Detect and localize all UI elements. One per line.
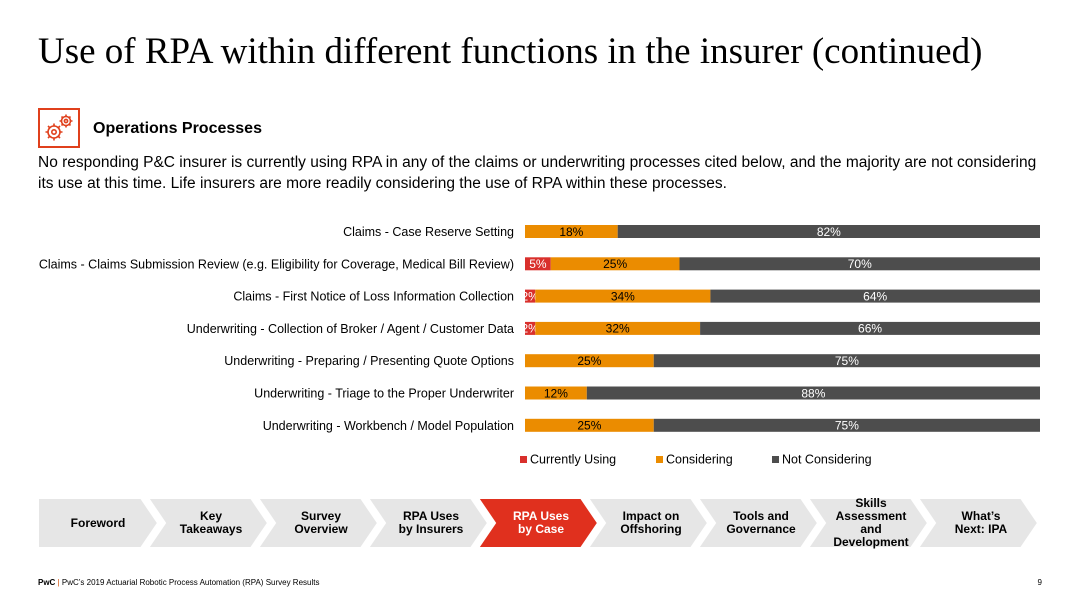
- category-label: Underwriting - Collection of Broker / Ag…: [187, 322, 514, 336]
- data-label: 12%: [544, 386, 568, 400]
- nav-step-label: What’s Next: IPA: [954, 509, 1008, 536]
- nav-step-label: Skills Assessment and Development: [833, 496, 909, 549]
- nav-step-skills-assessment-and-development[interactable]: Skills Assessment and Development: [808, 496, 928, 549]
- nav-step-label: Tools and Governance: [726, 509, 796, 536]
- bar-segment: [550, 257, 680, 271]
- category-label: Underwriting - Triage to the Proper Unde…: [254, 387, 514, 401]
- page-number: 9: [1037, 578, 1042, 587]
- category-label: Claims - First Notice of Loss Informatio…: [233, 290, 514, 304]
- data-label: 18%: [559, 225, 583, 239]
- data-label: 25%: [603, 257, 627, 271]
- nav-step-impact-on-offshoring[interactable]: Impact on Offshoring: [588, 498, 708, 548]
- summary-text: No responding P&C insurer is currently u…: [38, 154, 1037, 192]
- data-label: 66%: [858, 322, 882, 336]
- bar-segment: [525, 418, 654, 432]
- section-heading: Operations Processes: [93, 120, 262, 137]
- bar-segment: [525, 386, 587, 400]
- nav-step-label: RPA Uses by Case: [512, 509, 570, 536]
- chevron-shape: [918, 498, 1038, 548]
- footer: PwC | PwC’s 2019 Actuarial Robotic Proce…: [38, 578, 319, 587]
- legend-swatch: [520, 456, 527, 463]
- stacked-bar-chart: Claims - Case Reserve Setting 18% 82% Claim…: [39, 225, 1040, 467]
- nav-step-survey-overview[interactable]: Survey Overview: [258, 498, 378, 548]
- page-title: Use of RPA within different functions in…: [38, 31, 983, 72]
- bar-segment: [679, 257, 1040, 271]
- data-label: 88%: [801, 386, 825, 400]
- data-label: 75%: [835, 419, 859, 433]
- nav-step-rpa-uses-by-insurers[interactable]: RPA Uses by Insurers: [368, 498, 488, 548]
- category-label: Underwriting - Preparing / Presenting Qu…: [224, 354, 514, 368]
- bar-segment: [525, 257, 551, 271]
- data-label: 70%: [848, 257, 872, 271]
- data-label: 64%: [863, 289, 887, 303]
- nav-step-label: Foreword: [70, 515, 126, 530]
- bar-segment: [535, 321, 701, 335]
- bar-segment: [617, 225, 1040, 238]
- data-label: 32%: [606, 322, 630, 336]
- nav-step-label: RPA Uses by Insurers: [398, 509, 464, 536]
- category-label: Claims - Claims Submission Review (e.g. …: [39, 257, 514, 271]
- bar-segment: [525, 225, 618, 238]
- data-label: 5%: [529, 257, 547, 271]
- data-label: 75%: [835, 354, 859, 368]
- chevron-shape: [148, 498, 268, 548]
- footer-text: PwC’s 2019 Actuarial Robotic Process Aut…: [61, 578, 320, 587]
- chevron-shape: [478, 498, 598, 548]
- nav-step-label: Key Takeaways: [179, 509, 243, 536]
- bar-segment: [525, 289, 536, 303]
- nav-step-tools-and-governance[interactable]: Tools and Governance: [698, 498, 818, 548]
- data-label: 25%: [577, 419, 601, 433]
- bar-segment: [535, 289, 711, 303]
- chevron-shape: [808, 498, 928, 548]
- nav-step-what-s-next-ipa[interactable]: What’s Next: IPA: [918, 498, 1038, 548]
- bar-segment: [700, 321, 1040, 335]
- chevron-shape: [258, 498, 378, 548]
- legend-label: Currently Using: [530, 453, 616, 467]
- nav-step-foreword[interactable]: Foreword: [38, 498, 158, 548]
- bar-segment: [710, 289, 1040, 303]
- gears-icon: [38, 108, 80, 148]
- data-label: 25%: [577, 354, 601, 368]
- chevron-shape: [698, 498, 818, 548]
- nav-step-label: Survey Overview: [294, 509, 348, 536]
- legend-label: Considering: [666, 453, 733, 467]
- nav-step-rpa-uses-by-case[interactable]: RPA Uses by Case: [478, 498, 598, 548]
- legend-swatch: [772, 456, 779, 463]
- bar-segment: [525, 354, 654, 368]
- nav-step-key-takeaways[interactable]: Key Takeaways: [148, 498, 268, 548]
- data-label: 34%: [611, 289, 635, 303]
- data-label: 2%: [521, 289, 539, 303]
- bar-segment: [653, 418, 1040, 432]
- category-label: Claims - Case Reserve Setting: [343, 225, 514, 239]
- bar-segment: [525, 321, 536, 335]
- legend-swatch: [656, 456, 663, 463]
- chevron-shape: [368, 498, 488, 548]
- data-label: 82%: [817, 225, 841, 239]
- footer-brand: PwC: [38, 578, 56, 587]
- bar-segment: [586, 386, 1040, 400]
- nav-step-label: Impact on Offshoring: [620, 509, 682, 536]
- data-label: 2%: [521, 322, 539, 336]
- footer-separator: |: [57, 578, 60, 587]
- chevron-shape: [38, 498, 158, 548]
- legend-label: Not Considering: [782, 453, 872, 467]
- bar-segment: [653, 354, 1040, 368]
- section-navigation: Foreword Key Takeaways Survey Overview RPA …: [38, 496, 1038, 549]
- category-label: Underwriting - Workbench / Model Populat…: [263, 419, 514, 433]
- chevron-shape: [588, 498, 708, 548]
